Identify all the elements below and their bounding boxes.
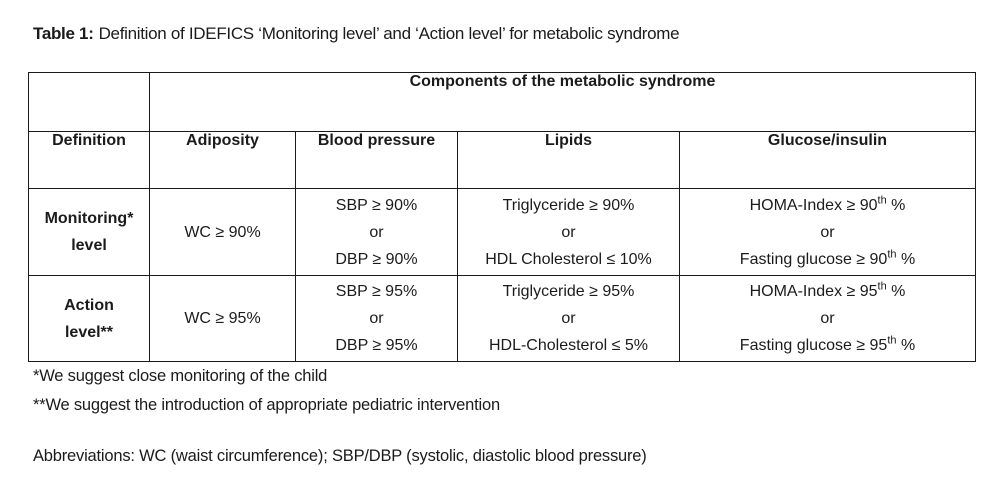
monitoring-glucose-line1: HOMA-Index ≥ 90th %: [749, 194, 906, 214]
footnote-action: **We suggest the introduction of appropr…: [33, 396, 500, 414]
action-blood-pressure-cell: SBP ≥ 95% or DBP ≥ 95%: [295, 275, 458, 362]
monitoring-lipids-line1: Triglyceride ≥ 90%: [502, 196, 635, 214]
span-header-cell: Components of the metabolic syndrome: [149, 72, 976, 132]
action-bp-line1: SBP ≥ 95%: [335, 283, 418, 300]
monitoring-lipids-line2: or: [561, 223, 576, 241]
table-caption-text: Definition of IDEFICS ‘Monitoring level’…: [98, 24, 680, 43]
action-definition-cell: Action level**: [28, 275, 150, 362]
ordinal-superscript: th: [887, 248, 897, 261]
monitoring-bp-line1: SBP ≥ 90%: [335, 196, 418, 214]
action-definition-line1: Action: [64, 296, 114, 314]
monitoring-blood-pressure-cell: SBP ≥ 90% or DBP ≥ 90%: [295, 188, 458, 276]
monitoring-lipids-line3: HDL Cholesterol ≤ 10%: [485, 250, 652, 268]
action-definition-line2: level**: [64, 323, 114, 341]
action-adiposity-cell: WC ≥ 95%: [149, 275, 296, 362]
monitoring-glucose-line3: Fasting glucose ≥ 90th %: [739, 248, 916, 268]
action-glucose-line3: Fasting glucose ≥ 95th %: [739, 334, 916, 354]
action-glucose-cell: HOMA-Index ≥ 95th % or Fasting glucose ≥…: [679, 275, 976, 362]
monitoring-definition-cell: Monitoring* level: [28, 188, 150, 276]
column-header-row: Definition Adiposity Blood pressure Lipi…: [28, 131, 976, 189]
action-adiposity-value: WC ≥ 95%: [184, 310, 261, 327]
span-header-row: Components of the metabolic syndrome: [28, 72, 976, 132]
ordinal-superscript: th: [887, 334, 897, 347]
monitoring-bp-line3: DBP ≥ 90%: [335, 250, 418, 268]
action-glucose-line2: or: [820, 310, 835, 327]
monitoring-adiposity-value: WC ≥ 90%: [184, 223, 261, 241]
action-bp-line3: DBP ≥ 95%: [335, 337, 418, 354]
monitoring-bp-line2: or: [369, 223, 384, 241]
column-header-blood-pressure: Blood pressure: [295, 131, 458, 189]
column-header-glucose-insulin: Glucose/insulin: [679, 131, 976, 189]
monitoring-glucose-line2: or: [820, 223, 835, 241]
action-lipids-line2: or: [561, 310, 576, 327]
monitoring-glucose-cell: HOMA-Index ≥ 90th % or Fasting glucose ≥…: [679, 188, 976, 276]
action-lipids-cell: Triglyceride ≥ 95% or HDL-Cholesterol ≤ …: [457, 275, 680, 362]
action-lipids-line1: Triglyceride ≥ 95%: [502, 283, 635, 300]
monitoring-adiposity-cell: WC ≥ 90%: [149, 188, 296, 276]
action-lipids-line3: HDL-Cholesterol ≤ 5%: [488, 337, 649, 354]
corner-empty-cell: [28, 72, 150, 132]
action-bp-line2: or: [369, 310, 384, 327]
abbreviations-line: Abbreviations: WC (waist circumference);…: [33, 447, 647, 465]
column-header-definition: Definition: [28, 131, 150, 189]
monitoring-definition-line1: Monitoring*: [44, 210, 134, 227]
monitoring-level-row: Monitoring* level WC ≥ 90% SBP ≥ 90% or …: [28, 188, 976, 276]
table-caption: Table 1: Definition of IDEFICS ‘Monitorin…: [33, 24, 680, 44]
definition-table: Components of the metabolic syndrome Def…: [28, 72, 976, 362]
monitoring-lipids-cell: Triglyceride ≥ 90% or HDL Cholesterol ≤ …: [457, 188, 680, 276]
ordinal-superscript: th: [877, 194, 887, 207]
ordinal-superscript: th: [877, 280, 887, 293]
action-level-row: Action level** WC ≥ 95% SBP ≥ 95% or DBP…: [28, 275, 976, 362]
table-caption-label: Table 1:: [33, 24, 94, 43]
column-header-adiposity: Adiposity: [149, 131, 296, 189]
action-glucose-line1: HOMA-Index ≥ 95th %: [749, 280, 906, 300]
footnote-monitoring: *We suggest close monitoring of the chil…: [33, 367, 328, 385]
column-header-lipids: Lipids: [457, 131, 680, 189]
monitoring-definition-line2: level: [71, 237, 107, 254]
